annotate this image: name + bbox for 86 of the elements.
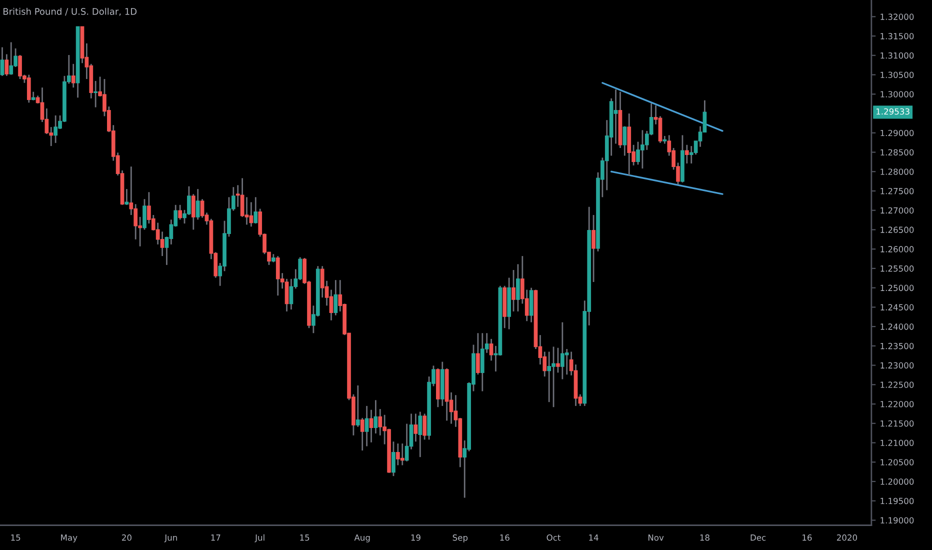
candlestick <box>614 88 618 144</box>
y-tick-label: 1.22000 <box>880 400 914 408</box>
y-tick-label: 1.24000 <box>880 324 914 330</box>
y-tick-label: 1.19000 <box>880 517 914 524</box>
x-tick-label: 15 <box>11 534 20 541</box>
candlestick <box>364 405 369 447</box>
candlestick <box>622 126 627 156</box>
x-tick-label: 20 <box>122 534 132 541</box>
x-tick-label: May <box>61 534 78 542</box>
text: British Pound / U.S. Dollar, 1D <box>4 8 137 16</box>
x-tick-label: 14 <box>589 534 598 541</box>
candlestick <box>54 114 58 144</box>
y-tick-label: 1.25000 <box>880 284 914 292</box>
candlestick <box>178 204 182 220</box>
candlestick <box>254 196 258 224</box>
x-tick-label: 16 <box>802 534 812 541</box>
candlestick <box>489 338 494 362</box>
y-tick-label: 1.30000 <box>880 91 914 98</box>
y-tick-label: 1.27500 <box>880 188 914 194</box>
candlestick <box>512 269 516 312</box>
candlestick <box>476 332 480 376</box>
y-tick-label: 1.32000 <box>880 14 914 20</box>
candlestick <box>94 80 98 108</box>
candlestick <box>418 411 422 458</box>
x-tick-label: Dec <box>750 534 766 541</box>
y-tick-label: 1.23500 <box>880 342 914 350</box>
y-tick-label: 1.25500 <box>880 265 914 272</box>
x-tick-label: Oct <box>546 534 561 541</box>
candlestick <box>592 214 596 283</box>
y-tick-label: 1.20000 <box>880 478 914 485</box>
candlestick <box>356 384 360 428</box>
x-tick-label: 16 <box>500 534 510 541</box>
candlestick <box>289 278 294 310</box>
y-tick-label: 1.28500 <box>880 149 914 156</box>
y-tick-label: 1.20500 <box>880 459 914 466</box>
x-tick-label: 18 <box>700 534 710 541</box>
candlestick <box>556 347 560 374</box>
candlestick <box>378 408 382 436</box>
candlestick <box>684 144 689 164</box>
x-tick-label: 19 <box>411 534 420 541</box>
candlestick <box>9 42 14 76</box>
candlestick <box>191 193 196 230</box>
candlestick <box>360 417 364 452</box>
candlestick <box>244 196 249 226</box>
y-tick-label: 1.22500 <box>880 382 914 388</box>
candlestick <box>547 351 552 403</box>
y-tick-label: 1.28000 <box>880 168 914 175</box>
x-tick-label: 15 <box>300 534 310 541</box>
candlestick <box>414 412 418 442</box>
y-tick-label: 1.26000 <box>880 246 914 252</box>
candlestick <box>0 46 4 77</box>
y-tick-label: 1.21000 <box>880 440 914 446</box>
candlestick <box>404 423 409 462</box>
y-tick-label: 1.30500 <box>880 72 914 78</box>
x-tick-label: 2020 <box>836 534 858 541</box>
y-tick-label: 1.31500 <box>880 33 914 40</box>
candlestick <box>400 442 404 466</box>
x-tick-label: Jul <box>254 534 264 542</box>
y-tick-label: 1.27000 <box>880 207 914 214</box>
candlestick <box>196 188 200 220</box>
candlestick <box>284 278 289 312</box>
x-tick-label: Sep <box>452 534 468 542</box>
y-tick-label: 1.31000 <box>880 52 914 59</box>
candlestick <box>26 74 31 104</box>
text: 1.29533 <box>876 108 910 115</box>
y-tick-label: 1.26500 <box>880 226 914 233</box>
candlestick <box>4 54 9 77</box>
candlestick <box>71 63 76 88</box>
x-tick-label: Jun <box>164 534 177 542</box>
candlestick <box>374 399 378 434</box>
y-tick-label: 1.29000 <box>880 130 914 136</box>
x-tick-label: Nov <box>648 534 664 541</box>
x-tick-label: 17 <box>211 534 220 541</box>
candlestick <box>240 177 244 218</box>
y-tick-label: 1.19500 <box>880 498 914 504</box>
candlestick <box>658 116 662 144</box>
y-tick-label: 1.21500 <box>880 420 914 427</box>
y-tick-label: 1.24500 <box>880 304 914 310</box>
candlestick <box>200 198 204 218</box>
candlestick <box>392 440 396 477</box>
x-tick-label: Aug <box>354 534 370 542</box>
candlestick <box>329 289 334 322</box>
candlestick <box>160 230 164 257</box>
candlestick <box>369 409 374 444</box>
candlestick <box>564 348 569 376</box>
y-tick-label: 1.23000 <box>880 362 914 369</box>
